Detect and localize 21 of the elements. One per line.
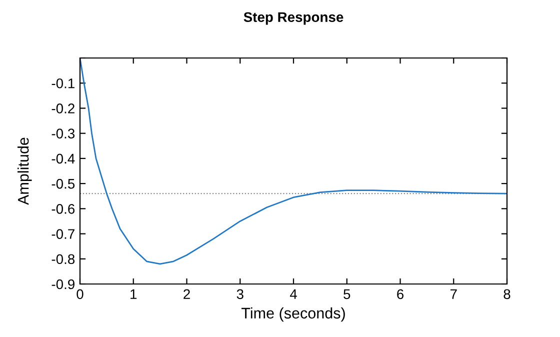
x-tick-label: 2 — [184, 289, 190, 299]
x-tick-label: 8 — [504, 289, 510, 300]
y-tick-label: -0.2 — [52, 104, 74, 114]
x-tick-label: 7 — [450, 289, 457, 299]
x-tick-label: 4 — [290, 289, 297, 299]
y-tick-label: -0.9 — [52, 279, 74, 290]
x-tick-label: 6 — [397, 289, 404, 300]
y-tick-label: -0.4 — [52, 154, 75, 164]
x-axis-title: Time (seconds) — [241, 307, 345, 322]
y-axis-title: Amplitude — [18, 138, 32, 205]
chart-title: Step Response — [244, 12, 344, 25]
x-tick-label: 3 — [236, 289, 244, 300]
y-tick-label: -0.3 — [52, 128, 75, 139]
y-tick-label: -0.6 — [52, 204, 75, 214]
x-tick-label: 0 — [76, 289, 84, 300]
y-tick-label: -0.5 — [52, 178, 75, 189]
x-tick-label: 5 — [344, 289, 350, 300]
y-tick-label: -0.7 — [52, 229, 74, 239]
y-tick-label: -0.1 — [52, 78, 74, 88]
y-tick-label: -0.8 — [52, 254, 75, 264]
x-tick-label: 1 — [130, 289, 137, 299]
